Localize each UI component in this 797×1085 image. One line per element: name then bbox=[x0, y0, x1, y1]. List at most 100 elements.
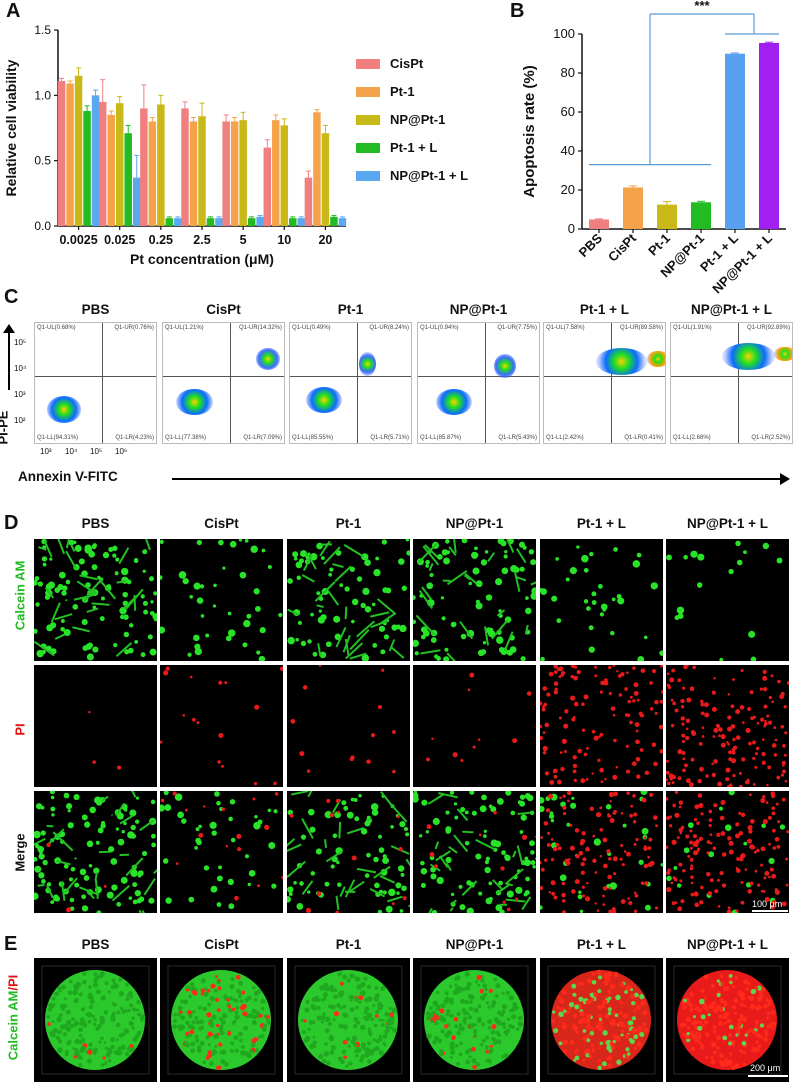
cell-dot bbox=[465, 985, 471, 991]
dead-cell bbox=[689, 846, 693, 850]
live-cell bbox=[102, 551, 110, 559]
live-cell bbox=[405, 832, 410, 837]
cell-dot bbox=[367, 1030, 373, 1035]
cell-dot bbox=[229, 1049, 234, 1054]
dead-cell bbox=[594, 665, 597, 669]
cell-dot bbox=[473, 1031, 477, 1035]
spheroid-row-label: Calcein AM/PI bbox=[6, 963, 21, 1073]
dead-cell bbox=[777, 820, 781, 824]
cell-dot bbox=[213, 1033, 219, 1040]
live-cell bbox=[577, 894, 583, 900]
live-cell bbox=[216, 875, 223, 882]
cell-dot bbox=[598, 1017, 602, 1022]
dead-cell bbox=[572, 755, 577, 760]
quadrant-v-line bbox=[610, 323, 612, 443]
live-cell bbox=[38, 850, 43, 855]
dead-cell bbox=[774, 836, 780, 842]
dead-cell bbox=[175, 862, 179, 866]
spheroid-canvas bbox=[167, 965, 276, 1075]
spheroid-scale-bar bbox=[748, 1075, 788, 1077]
quadrant-ll: Q1-LL(94.31%) bbox=[37, 435, 79, 441]
dead-cell bbox=[694, 804, 700, 810]
cell-dot bbox=[192, 1010, 196, 1014]
micrograph bbox=[413, 539, 536, 661]
live-cell bbox=[400, 872, 405, 877]
cell-dot bbox=[318, 1053, 324, 1060]
dead-cell bbox=[472, 745, 476, 749]
live-cell bbox=[666, 554, 672, 561]
dead-cell bbox=[693, 817, 698, 822]
live-cell bbox=[391, 624, 398, 631]
cell-dot bbox=[100, 995, 106, 1001]
dead-cell bbox=[709, 833, 713, 836]
dead-cell bbox=[735, 909, 739, 913]
cell-dot bbox=[463, 1021, 467, 1025]
dead-cell bbox=[594, 902, 597, 905]
cell-dot bbox=[218, 1017, 223, 1022]
cell-dot bbox=[700, 988, 705, 993]
live-cell bbox=[484, 866, 491, 874]
cell-network bbox=[420, 649, 441, 655]
dead-cell bbox=[738, 831, 744, 836]
cell-dot bbox=[326, 1061, 331, 1066]
live-cell bbox=[261, 548, 266, 553]
cell-network bbox=[287, 860, 306, 879]
cell-population bbox=[721, 343, 776, 370]
dead-cell bbox=[608, 791, 615, 798]
live-cell bbox=[364, 605, 372, 613]
quadrant-ul: Q1-UL(0.49%) bbox=[292, 325, 331, 331]
live-cell bbox=[540, 656, 545, 661]
live-cell bbox=[581, 554, 589, 563]
cell-dot bbox=[769, 1022, 773, 1026]
cell-dot bbox=[330, 1004, 336, 1010]
dead-cell bbox=[596, 909, 600, 912]
dead-cell bbox=[781, 760, 786, 765]
micrograph-canvas bbox=[666, 665, 789, 787]
cell-dot bbox=[389, 1026, 394, 1030]
live-cell bbox=[228, 903, 235, 910]
live-cell bbox=[162, 858, 169, 864]
dead-cell bbox=[740, 669, 744, 673]
live-cell bbox=[253, 588, 260, 595]
dead-cell bbox=[299, 751, 305, 757]
dead-cell bbox=[745, 727, 751, 733]
dead-cell bbox=[619, 857, 623, 861]
cell-dot bbox=[243, 1025, 249, 1031]
cell-network bbox=[287, 608, 299, 616]
cell-dot bbox=[582, 1029, 587, 1033]
micrograph bbox=[160, 665, 283, 787]
cell-dot bbox=[488, 988, 493, 993]
live-cell bbox=[436, 876, 444, 885]
cell-dot bbox=[200, 988, 206, 993]
y-axis-title: Apoptosis rate (%) bbox=[521, 65, 538, 198]
dead-cell bbox=[290, 718, 296, 724]
cell-dot bbox=[322, 991, 329, 998]
cell-dot bbox=[215, 1023, 220, 1028]
quadrant-ur: Q1-UR(14.32%) bbox=[238, 325, 282, 331]
dead-cell bbox=[699, 900, 704, 905]
cell-dot bbox=[432, 1040, 437, 1045]
x-tick-label: NP@Pt-1 + L bbox=[709, 230, 775, 296]
cell-dot bbox=[354, 996, 360, 1002]
dead-cell bbox=[599, 827, 604, 832]
cell-dot bbox=[219, 1029, 223, 1033]
cell-dot bbox=[770, 1025, 775, 1030]
dead-cell bbox=[582, 857, 587, 862]
cell-network bbox=[459, 620, 474, 640]
cell-dot bbox=[455, 975, 461, 981]
dead-cell bbox=[784, 731, 788, 735]
live-cell bbox=[49, 791, 55, 795]
dead-cell bbox=[768, 695, 773, 700]
cell-dot bbox=[233, 1019, 237, 1023]
dead-cell bbox=[351, 855, 357, 861]
live-cell bbox=[650, 582, 658, 590]
dead-cell bbox=[636, 774, 641, 779]
cell-dot bbox=[477, 983, 481, 987]
dead-cell bbox=[727, 742, 730, 746]
cell-dot bbox=[731, 984, 735, 989]
dead-cell bbox=[669, 777, 673, 781]
dead-cell bbox=[651, 669, 657, 674]
dead-cell bbox=[581, 885, 585, 889]
dead-cell bbox=[580, 838, 586, 844]
cell-dot bbox=[738, 992, 743, 997]
